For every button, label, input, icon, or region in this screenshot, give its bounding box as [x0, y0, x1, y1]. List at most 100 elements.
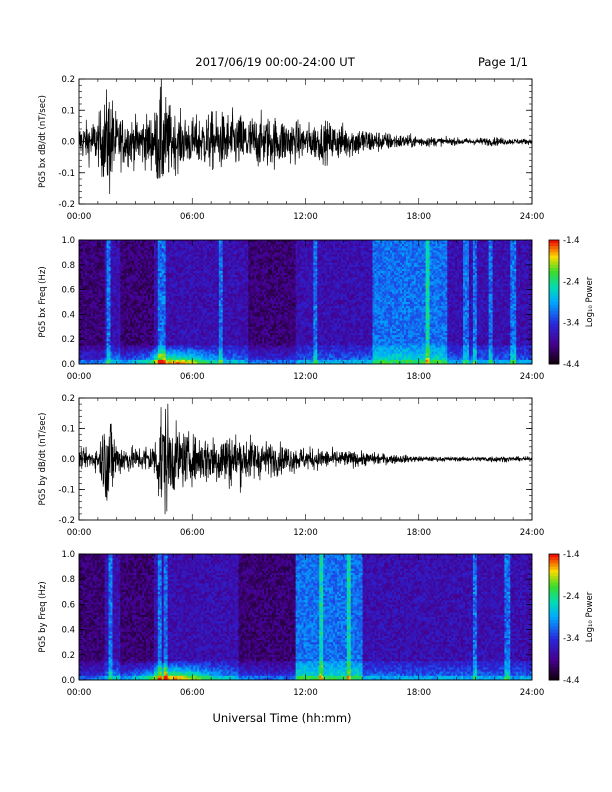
- heatmap-cell: [98, 349, 102, 353]
- heatmap-cell: [201, 266, 204, 270]
- heatmap-cell: [88, 347, 92, 351]
- heatmap-cell: [136, 285, 139, 289]
- heatmap-cell: [79, 285, 82, 289]
- heatmap-cell: [155, 347, 159, 351]
- heatmap-cell: [195, 287, 198, 291]
- heatmap-cell: [110, 246, 114, 249]
- heatmap-cell: [112, 289, 116, 293]
- heatmap-cell: [201, 262, 204, 266]
- heatmap-cell: [205, 281, 208, 284]
- heatmap-cell: [126, 287, 129, 291]
- heatmap-cell: [203, 316, 206, 320]
- heatmap-cell: [199, 266, 202, 270]
- heatmap-cell: [145, 273, 149, 276]
- heatmap-cell: [92, 258, 96, 262]
- heatmap-cell: [161, 240, 165, 243]
- heatmap-cell: [205, 287, 208, 291]
- heatmap-cell: [140, 289, 143, 293]
- heatmap-cell: [138, 277, 141, 280]
- heatmap-cell: [153, 279, 157, 282]
- heatmap-cell: [167, 349, 171, 353]
- heatmap-cell: [171, 297, 175, 301]
- heatmap-cell: [100, 312, 104, 315]
- heatmap-cell: [80, 341, 84, 344]
- heatmap-cell: [126, 306, 129, 309]
- heatmap-cell: [155, 314, 159, 318]
- heatmap-cell: [140, 248, 143, 251]
- heatmap-cell: [92, 252, 96, 256]
- heatmap-cell: [118, 306, 121, 309]
- heatmap-cell: [181, 318, 184, 322]
- heatmap-cell: [183, 357, 186, 361]
- heatmap-cell: [94, 345, 98, 349]
- heatmap-cell: [80, 281, 84, 284]
- heatmap-cell: [159, 361, 163, 364]
- heatmap-cell: [140, 297, 143, 301]
- heatmap-cell: [199, 248, 202, 251]
- heatmap-cell: [124, 262, 127, 266]
- heatmap-cell: [102, 242, 106, 245]
- heatmap-cell: [90, 320, 94, 324]
- heatmap-cell: [189, 355, 192, 359]
- heatmap-cell: [195, 262, 198, 266]
- heatmap-cell: [185, 316, 188, 320]
- heatmap-cell: [92, 283, 96, 287]
- heatmap-cell: [84, 297, 88, 301]
- heatmap-cell: [136, 260, 139, 264]
- heatmap-cell: [94, 273, 98, 276]
- heatmap-cell: [193, 264, 196, 268]
- heatmap-cell: [161, 322, 165, 326]
- heatmap-cell: [90, 326, 94, 330]
- heatmap-cell: [179, 252, 183, 256]
- heatmap-cell: [122, 333, 125, 336]
- heatmap-cell: [195, 357, 198, 361]
- heatmap-cell: [159, 244, 163, 247]
- heatmap-cell: [86, 291, 90, 295]
- heatmap-cell: [165, 347, 169, 351]
- heatmap-cell: [175, 293, 179, 297]
- heatmap-cell: [144, 351, 147, 355]
- heatmap-cell: [116, 343, 119, 346]
- heatmap-cell: [122, 295, 125, 299]
- heatmap-cell: [171, 293, 175, 297]
- heatmap-cell: [163, 277, 167, 280]
- heatmap-cell: [118, 287, 121, 291]
- heatmap-cell: [114, 333, 118, 336]
- heatmap-cell: [195, 279, 198, 282]
- heatmap-cell: [189, 304, 192, 307]
- heatmap-cell: [92, 268, 96, 272]
- heatmap-cell: [94, 266, 98, 270]
- heatmap-cell: [114, 242, 118, 245]
- heatmap-cell: [185, 252, 188, 256]
- heatmap-cell: [92, 273, 96, 276]
- heatmap-cell: [100, 248, 104, 251]
- spectrogram: [79, 240, 532, 364]
- heatmap-cell: [187, 252, 190, 256]
- heatmap-cell: [179, 312, 183, 315]
- heatmap-cell: [88, 244, 92, 247]
- heatmap-cell: [201, 304, 204, 307]
- heatmap-cell: [132, 262, 135, 266]
- heatmap-cell: [98, 302, 102, 305]
- heatmap-cell: [84, 322, 88, 326]
- heatmap-cell: [179, 353, 183, 357]
- heatmap-cell: [173, 250, 177, 253]
- heatmap-cell: [102, 258, 106, 262]
- heatmap-cell: [159, 337, 163, 340]
- heatmap-cell: [136, 264, 139, 268]
- heatmap-cell: [177, 324, 181, 328]
- heatmap-cell: [112, 343, 116, 346]
- heatmap-cell: [136, 277, 139, 280]
- heatmap-cell: [157, 293, 161, 297]
- heatmap-cell: [90, 318, 94, 322]
- heatmap-cell: [130, 279, 133, 282]
- heatmap-cell: [149, 316, 153, 320]
- heatmap-cell: [181, 260, 184, 264]
- heatmap-cell: [90, 285, 94, 289]
- heatmap-cell: [126, 335, 129, 338]
- heatmap-cell: [185, 254, 188, 258]
- heatmap-cell: [201, 359, 204, 363]
- heatmap-cell: [153, 260, 157, 264]
- heatmap-cell: [112, 351, 116, 355]
- heatmap-cell: [193, 337, 196, 340]
